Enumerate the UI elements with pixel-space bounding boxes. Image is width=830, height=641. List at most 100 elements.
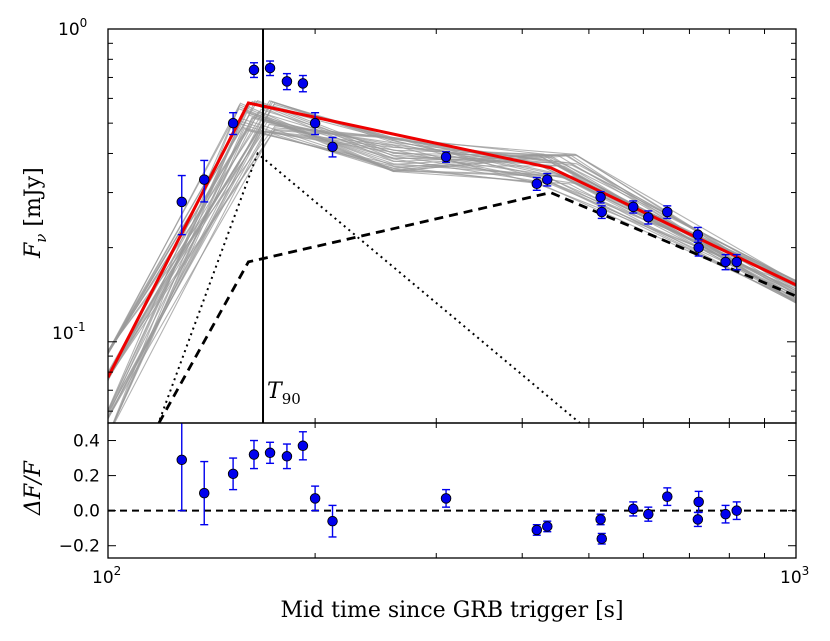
best-fit-red-line <box>108 101 796 378</box>
data-marker <box>531 524 543 536</box>
data-marker <box>595 191 606 203</box>
data-point <box>720 253 731 271</box>
data-marker <box>627 503 639 515</box>
top-ylabel: Fν [mJy] <box>21 167 50 259</box>
data-point <box>662 205 673 220</box>
model-sample-line <box>112 100 796 423</box>
data-point <box>440 151 452 163</box>
data-point <box>643 506 654 522</box>
data-marker <box>309 117 321 129</box>
data-point <box>693 490 704 514</box>
data-marker <box>643 212 654 223</box>
data-marker <box>542 174 553 185</box>
data-point <box>440 488 452 508</box>
data-marker <box>297 440 309 452</box>
data-marker <box>662 206 673 218</box>
data-marker <box>692 229 704 240</box>
data-point <box>248 62 260 79</box>
residual-panel: −0.2 0.0 0.2 0.4 ΔF/F 102 103 Mid time sinc… <box>21 422 809 623</box>
xtick-label-1e3: 103 <box>780 564 809 588</box>
data-marker <box>720 256 731 268</box>
data-marker <box>595 514 606 525</box>
data-marker <box>693 242 704 253</box>
residual-ytick-label: 0.4 <box>73 432 100 452</box>
xtick-label-1e2: 102 <box>92 564 121 588</box>
data-point <box>327 136 338 158</box>
data-point <box>627 200 639 214</box>
data-point <box>531 176 543 192</box>
prompt-dotted-line <box>157 151 582 423</box>
data-point <box>596 205 608 220</box>
data-point <box>595 513 606 526</box>
data-marker <box>281 451 293 462</box>
data-point <box>627 501 639 517</box>
data-point <box>731 253 742 271</box>
data-point <box>264 441 276 465</box>
data-point <box>662 487 673 507</box>
model-sample-line <box>108 101 796 352</box>
data-point <box>531 523 543 536</box>
data-point <box>731 501 742 521</box>
data-marker <box>327 141 338 153</box>
data-marker <box>542 521 553 532</box>
model-samples <box>108 100 796 423</box>
data-marker <box>248 64 260 76</box>
model-components <box>108 101 796 423</box>
data-marker <box>198 487 210 499</box>
data-point <box>248 439 260 470</box>
data-marker <box>692 514 704 525</box>
data-point <box>198 159 210 203</box>
data-point <box>692 511 704 528</box>
ytick-label-1e-1: 10-1 <box>52 320 86 344</box>
model-sample-line <box>112 118 796 423</box>
data-point <box>643 210 654 225</box>
data-marker <box>643 508 654 520</box>
data-marker <box>531 178 543 190</box>
data-point <box>176 174 188 236</box>
bottom-panel-ticks <box>107 423 797 558</box>
residual-ytick-label: 0.0 <box>73 502 100 522</box>
data-point <box>297 74 309 93</box>
data-marker <box>731 256 742 268</box>
t90-label: T90 <box>267 379 301 408</box>
data-marker <box>297 78 309 89</box>
model-sample-line <box>108 100 796 352</box>
data-point <box>693 239 704 257</box>
data-point <box>309 112 321 136</box>
flux-data-points <box>176 60 742 271</box>
data-marker <box>662 491 673 502</box>
residual-ytick-labels: −0.2 0.0 0.2 0.4 <box>59 432 100 557</box>
data-marker <box>596 533 608 544</box>
residual-ytick-label: 0.2 <box>73 467 100 487</box>
data-marker <box>596 206 608 218</box>
data-point <box>281 72 293 91</box>
model-sample-line <box>108 123 796 413</box>
model-sample-line <box>113 117 796 423</box>
bottom-panel-frame <box>107 422 797 559</box>
data-point <box>542 520 553 533</box>
data-marker <box>309 493 321 504</box>
data-marker <box>176 196 188 208</box>
model-sample-line <box>108 108 796 352</box>
data-point <box>176 423 188 512</box>
data-point <box>297 431 309 461</box>
data-marker <box>264 62 276 74</box>
data-marker <box>327 515 338 527</box>
data-point <box>264 60 276 77</box>
top-panel-ticks <box>107 28 797 423</box>
data-marker <box>281 76 293 87</box>
data-marker <box>693 496 704 508</box>
data-marker <box>720 508 731 520</box>
data-marker <box>198 174 210 185</box>
data-point <box>595 190 606 204</box>
data-point <box>542 172 553 187</box>
data-marker <box>264 447 276 459</box>
residual-points <box>176 423 742 545</box>
data-marker <box>176 454 188 466</box>
data-marker <box>627 201 639 213</box>
data-point <box>309 485 321 512</box>
x-axis-title: Mid time since GRB trigger [s] <box>280 598 623 623</box>
data-marker <box>227 468 239 480</box>
data-point <box>281 443 293 470</box>
data-point <box>720 504 731 524</box>
